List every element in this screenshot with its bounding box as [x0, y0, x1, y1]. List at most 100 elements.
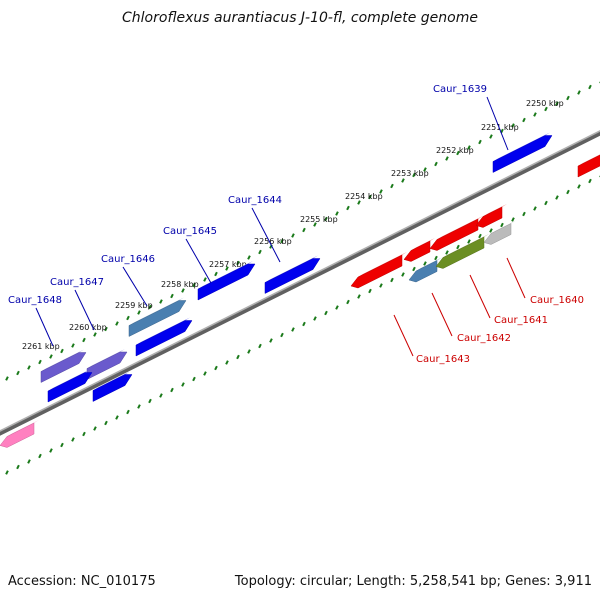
gene-label: Caur_1648: [8, 295, 62, 306]
scale-tick: [379, 189, 383, 194]
scale-tick: [38, 453, 42, 459]
scale-label: 2250 kbp: [526, 99, 564, 108]
scale-tick: [49, 354, 53, 359]
scale-label: 2253 kbp: [391, 169, 429, 178]
scale-tick: [280, 332, 284, 338]
scale-tick: [225, 266, 229, 271]
scale-tick: [555, 195, 559, 200]
gene-label: Caur_1647: [50, 277, 104, 288]
scale-tick: [445, 156, 449, 161]
gene-arrow: [483, 223, 512, 245]
gene-label: Caur_1645: [163, 226, 217, 237]
scale-tick: [27, 365, 31, 370]
gene-leader-line: [122, 266, 148, 307]
gene-arrow: [264, 258, 321, 294]
accession-text: Accession: NC_010175: [8, 574, 156, 589]
scale-tick: [203, 371, 207, 376]
gene-leader-line: [486, 96, 509, 151]
scale-tick: [533, 112, 537, 117]
gene-arrow: [135, 320, 193, 357]
scale-tick: [181, 288, 185, 293]
scale-tick: [324, 310, 328, 316]
scale-tick: [258, 249, 262, 255]
gene-leader-line: [506, 257, 526, 299]
scale-tick: [456, 244, 460, 250]
scale-tick: [577, 184, 581, 189]
scale-tick: [423, 261, 427, 266]
scale-tick: [390, 277, 394, 283]
scale-tick: [203, 277, 207, 282]
gene-arrow: [475, 206, 503, 228]
gene-leader-line: [393, 314, 414, 357]
scale-tick: [115, 321, 119, 326]
scale-label: 2256 kbp: [254, 237, 292, 246]
scale-tick: [489, 228, 493, 233]
scale-tick: [423, 167, 427, 172]
gene-arrow: [86, 351, 128, 380]
scale-tick: [214, 271, 218, 277]
scale-tick: [214, 365, 218, 371]
scale-tick: [467, 145, 471, 150]
scale-tick: [170, 293, 174, 299]
scale-tick: [489, 134, 493, 139]
scale-tick: [434, 255, 438, 261]
scale-tick: [236, 260, 240, 266]
scale-tick: [82, 337, 86, 343]
gene-leader-line: [74, 289, 95, 331]
scale-tick: [379, 283, 383, 288]
gene-arrow: [47, 372, 93, 403]
scale-tick: [588, 84, 592, 90]
scale-tick: [247, 255, 251, 260]
gene-arrow: [0, 422, 35, 448]
scale-tick: [412, 266, 416, 272]
gene-leader-line: [469, 274, 491, 319]
scale-tick: [401, 178, 405, 183]
scale-tick: [566, 95, 570, 101]
scale-tick: [445, 250, 449, 255]
scale-tick: [236, 354, 240, 360]
scale-tick: [93, 426, 97, 431]
gene-label: Caur_1643: [416, 354, 470, 365]
scale-tick: [335, 305, 339, 310]
scale-tick: [82, 431, 86, 437]
scale-label: 2258 kbp: [161, 280, 199, 289]
gene-arrow: [40, 352, 87, 383]
scale-label: 2260 kbp: [69, 323, 107, 332]
scale-tick: [368, 194, 372, 200]
scale-tick: [170, 387, 174, 393]
scale-tick: [588, 178, 592, 184]
scale-tick: [159, 299, 163, 304]
scale-tick: [401, 272, 405, 277]
scale-tick: [390, 183, 394, 189]
scale-tick: [27, 459, 31, 464]
scale-tick: [181, 382, 185, 387]
scale-tick: [16, 464, 20, 470]
scale-tick: [269, 338, 273, 343]
gene-label: Caur_1641: [494, 315, 548, 326]
scale-tick: [544, 106, 548, 112]
scale-tick: [577, 90, 581, 95]
gene-label: Caur_1642: [457, 333, 511, 344]
scale-tick: [148, 304, 152, 310]
gene-arrow: [128, 300, 187, 337]
scale-tick: [313, 222, 317, 227]
scale-tick: [115, 415, 119, 420]
scale-label: 2259 kbp: [115, 301, 153, 310]
scale-tick: [335, 211, 339, 216]
genome-stats-text: Topology: circular; Length: 5,258,541 bp…: [234, 574, 592, 589]
scale-label: 2252 kbp: [436, 146, 474, 155]
scale-tick: [126, 409, 130, 415]
scale-tick: [258, 343, 262, 349]
scale-tick: [291, 233, 295, 238]
scale-tick: [291, 327, 295, 332]
scale-tick: [93, 332, 97, 337]
scale-label: 2254 kbp: [345, 192, 383, 201]
scale-tick: [148, 398, 152, 404]
scale-tick: [60, 442, 64, 448]
scale-tick: [16, 370, 20, 376]
scale-tick: [159, 393, 163, 398]
scale-tick: [467, 239, 471, 244]
gene-arrow: [429, 218, 479, 251]
page-title: Chloroflexus aurantiacus J-10-fl, comple…: [122, 10, 478, 26]
scale-tick: [38, 359, 42, 365]
